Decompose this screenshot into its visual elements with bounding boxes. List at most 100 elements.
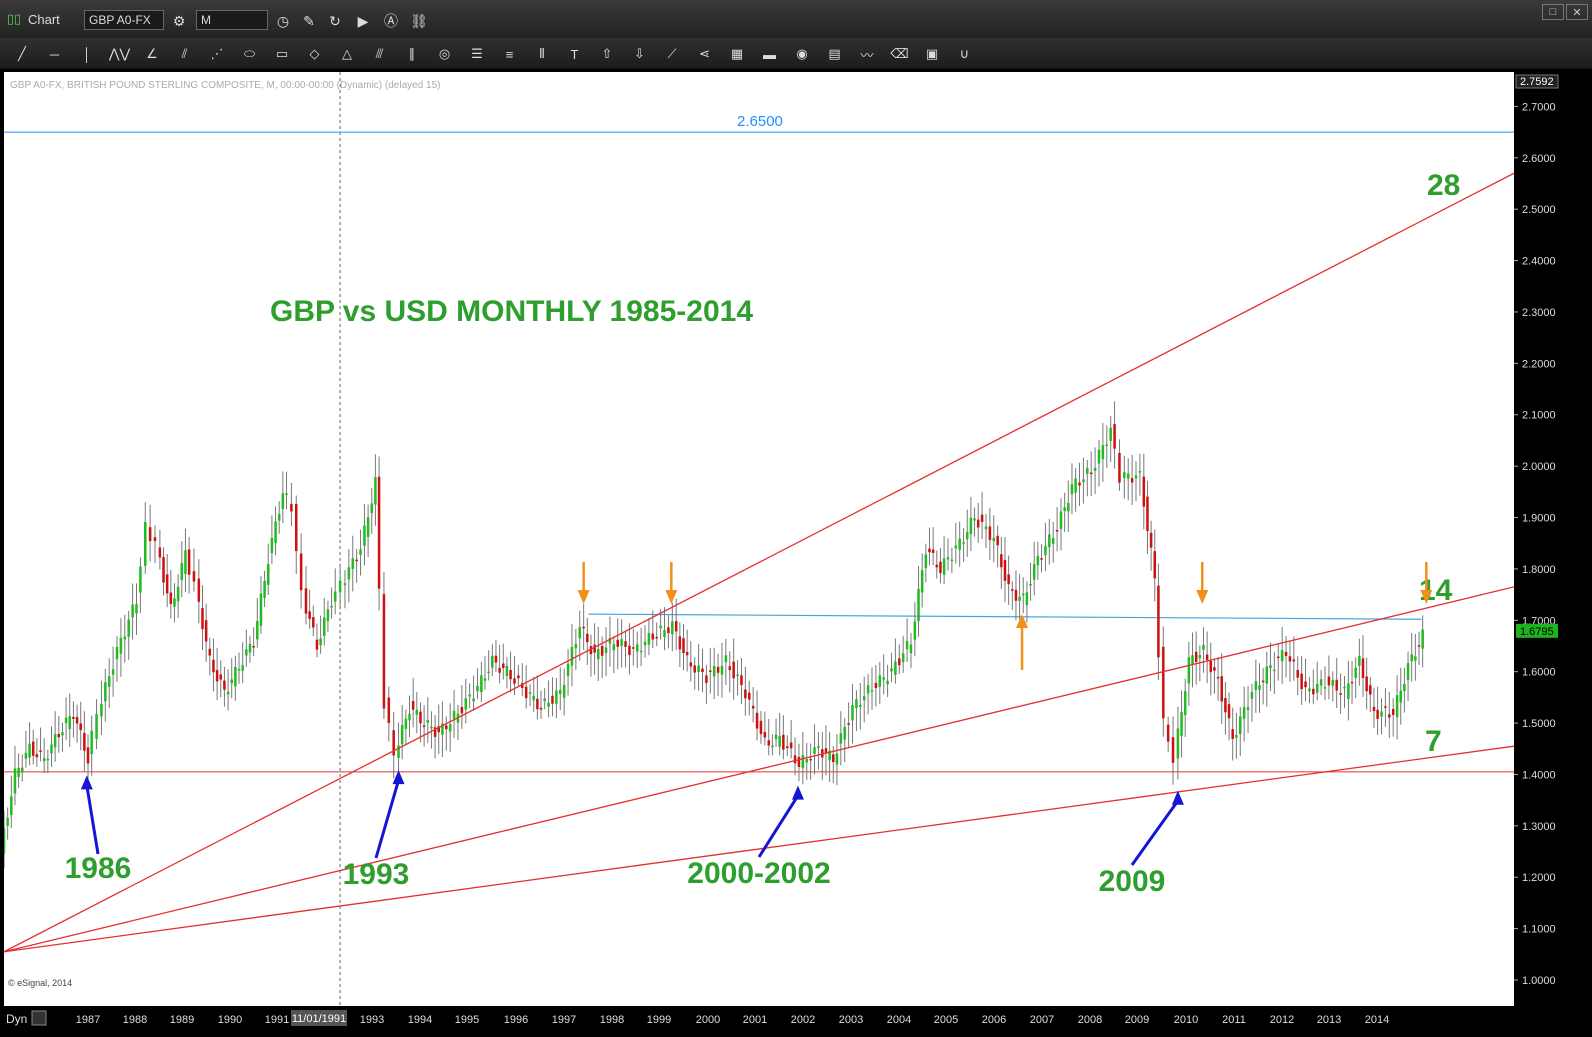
candle-body [931,549,935,553]
candle-body [574,643,578,649]
candle-body [1347,683,1350,699]
levels-icon[interactable]: ≡ [505,46,514,62]
candle-body [35,754,39,758]
low-label-2009: 2009 [1099,865,1166,898]
candle-body [905,641,909,650]
candle-body [226,691,230,695]
eraser-icon[interactable]: ⌫ [890,46,909,61]
vertical-bars-icon[interactable]: ⦀ [539,46,545,61]
alert-icon[interactable]: Ⓐ [384,13,398,29]
candle-body [980,514,984,522]
candle-body [6,817,9,826]
time-tick-label: 2009 [1125,1014,1149,1026]
candle-body [1082,479,1085,483]
comment-icon[interactable]: ▣ [925,46,939,61]
candle-body [319,638,322,646]
candle-body [123,636,127,640]
refresh-icon[interactable]: ↻ [329,12,341,29]
parallel-lines-icon[interactable]: ∥ [408,46,416,61]
candle-body [817,746,820,748]
circle-icon[interactable]: ◎ [438,46,451,61]
candle-body [532,695,535,701]
candle-body [377,476,381,589]
candle-body [551,695,554,704]
candle-body [1166,724,1170,742]
candle-body [135,604,138,614]
candle-body [1292,659,1296,662]
fibonacci-fan-icon[interactable]: ⫽ [181,46,188,61]
candle-body [839,733,843,744]
candle-body [212,659,215,673]
ellipse-icon[interactable]: ⬭ [243,46,256,61]
candle-body [543,698,546,702]
candle-body [411,701,415,710]
channel-icon[interactable]: ⫻ [375,46,384,61]
candle-body [131,604,134,618]
trend-angle-icon[interactable]: ⟋ [667,46,677,61]
candle-body [1242,707,1246,719]
symbol-input[interactable]: GBP A0-FX [84,10,164,30]
candle-body [248,644,252,653]
pencil-icon[interactable]: ✎ [303,12,315,29]
rectangle-icon[interactable]: ▭ [275,46,289,61]
candle-body [1194,651,1198,662]
angle-icon[interactable]: ∠ [146,46,158,61]
gann-fan-icon[interactable]: ⋰ [210,46,224,61]
wave-icon[interactable]: 〰 [860,47,874,63]
blue-arrow-shaft [85,785,100,855]
settings-icon[interactable]: ⚙ [172,12,186,29]
diamond-icon[interactable]: ◇ [309,46,320,61]
vertical-line-icon[interactable]: │ [82,46,92,62]
candle-body [333,591,337,602]
eye-icon[interactable]: ◉ [796,46,808,61]
mob-icon[interactable]: ▬ [763,46,776,62]
price-axis[interactable]: 1.0000 1.1000 1.2000 1.3000 1.4000 1.5000 1.60… [1514,72,1592,1006]
candle-body [1273,669,1276,672]
maximize-button[interactable]: □ [1542,4,1564,20]
candle-body [1280,650,1284,662]
magnet-icon[interactable]: ∪ [959,46,970,61]
resistance-line [588,613,1422,620]
time-tick-label: 2003 [839,1014,863,1026]
horizontal-line-icon[interactable]: ─ [49,46,60,62]
price-tick-label: 1.1000 [1522,924,1556,936]
candle-body [498,667,501,673]
triangle-icon[interactable]: △ [342,46,352,61]
candle-body [448,724,452,732]
candle-body [1011,589,1014,591]
play-icon[interactable]: ▶ [357,12,369,29]
candle-body [184,550,187,574]
candle-body [785,746,789,749]
link-icon[interactable]: ⛓ [410,12,428,29]
candle-body [219,674,223,680]
text-icon[interactable]: T [570,46,579,62]
time-axis[interactable]: Dyn 1987 1988 1989 1990 1991 1993 1994 1995 1996 1… [0,1006,1592,1032]
candle-body [1380,711,1383,717]
candle-body [1097,449,1101,464]
candle-body [1231,729,1234,739]
candle-body [1391,708,1395,716]
clock-icon[interactable]: ◷ [276,12,290,29]
candle-body [992,537,996,541]
candle-body [115,647,119,660]
zigzag-icon[interactable]: ⋀⋁ [108,46,131,61]
candle-body [61,732,64,736]
candle-body [1350,681,1354,684]
andrews-icon[interactable]: ⋖ [699,46,710,61]
arrow-up-icon[interactable]: ⇧ [601,46,613,61]
interval-select[interactable]: M [196,10,268,30]
close-button[interactable]: ✕ [1566,4,1588,20]
line-icon[interactable]: ╱ [18,46,26,61]
candle-body [1025,592,1029,606]
horizontal-lines-icon[interactable]: ☰ [471,46,483,61]
candle-body [740,675,743,686]
chart-plot-area[interactable]: GBP A0-FX, BRITISH POUND STERLING COMPOS… [2,72,1515,1006]
candle-body [382,594,386,709]
arrow-down-icon[interactable]: ⇩ [634,46,645,61]
pti-icon[interactable]: ▤ [828,46,841,61]
candle-body [797,756,801,768]
candle-body [31,741,35,756]
candle-body [1126,473,1130,479]
grid-icon[interactable]: ▦ [730,46,744,61]
candle-body [197,578,201,602]
